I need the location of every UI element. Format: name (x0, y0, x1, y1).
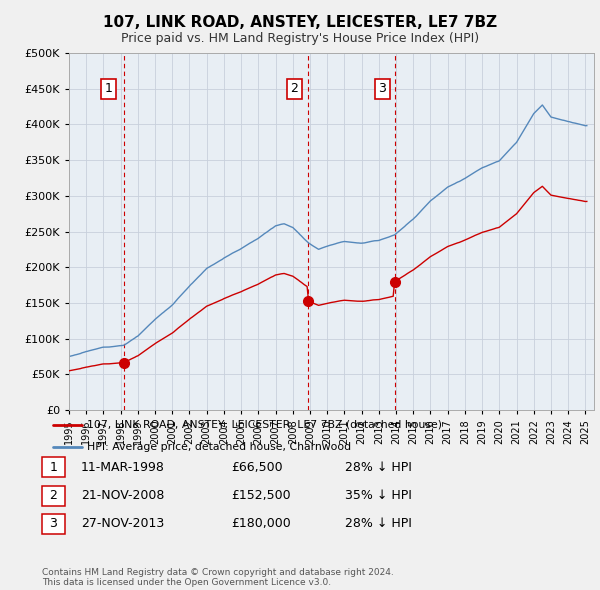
Text: £152,500: £152,500 (231, 489, 290, 502)
Text: 2: 2 (49, 489, 58, 502)
Text: 3: 3 (379, 82, 386, 96)
Text: 28% ↓ HPI: 28% ↓ HPI (345, 461, 412, 474)
Text: Contains HM Land Registry data © Crown copyright and database right 2024.
This d: Contains HM Land Registry data © Crown c… (42, 568, 394, 587)
Text: 11-MAR-1998: 11-MAR-1998 (81, 461, 165, 474)
Text: 107, LINK ROAD, ANSTEY, LEICESTER, LE7 7BZ: 107, LINK ROAD, ANSTEY, LEICESTER, LE7 7… (103, 15, 497, 30)
Text: 3: 3 (49, 517, 58, 530)
Text: 28% ↓ HPI: 28% ↓ HPI (345, 517, 412, 530)
Text: 35% ↓ HPI: 35% ↓ HPI (345, 489, 412, 502)
Text: £66,500: £66,500 (231, 461, 283, 474)
Text: HPI: Average price, detached house, Charnwood: HPI: Average price, detached house, Char… (87, 442, 351, 451)
Text: 1: 1 (104, 82, 113, 96)
Text: 27-NOV-2013: 27-NOV-2013 (81, 517, 164, 530)
Text: 2: 2 (290, 82, 298, 96)
Text: 107, LINK ROAD, ANSTEY, LEICESTER, LE7 7BZ (detached house): 107, LINK ROAD, ANSTEY, LEICESTER, LE7 7… (87, 420, 442, 430)
Text: 1: 1 (49, 461, 58, 474)
Text: Price paid vs. HM Land Registry's House Price Index (HPI): Price paid vs. HM Land Registry's House … (121, 32, 479, 45)
Text: £180,000: £180,000 (231, 517, 291, 530)
Text: 21-NOV-2008: 21-NOV-2008 (81, 489, 164, 502)
